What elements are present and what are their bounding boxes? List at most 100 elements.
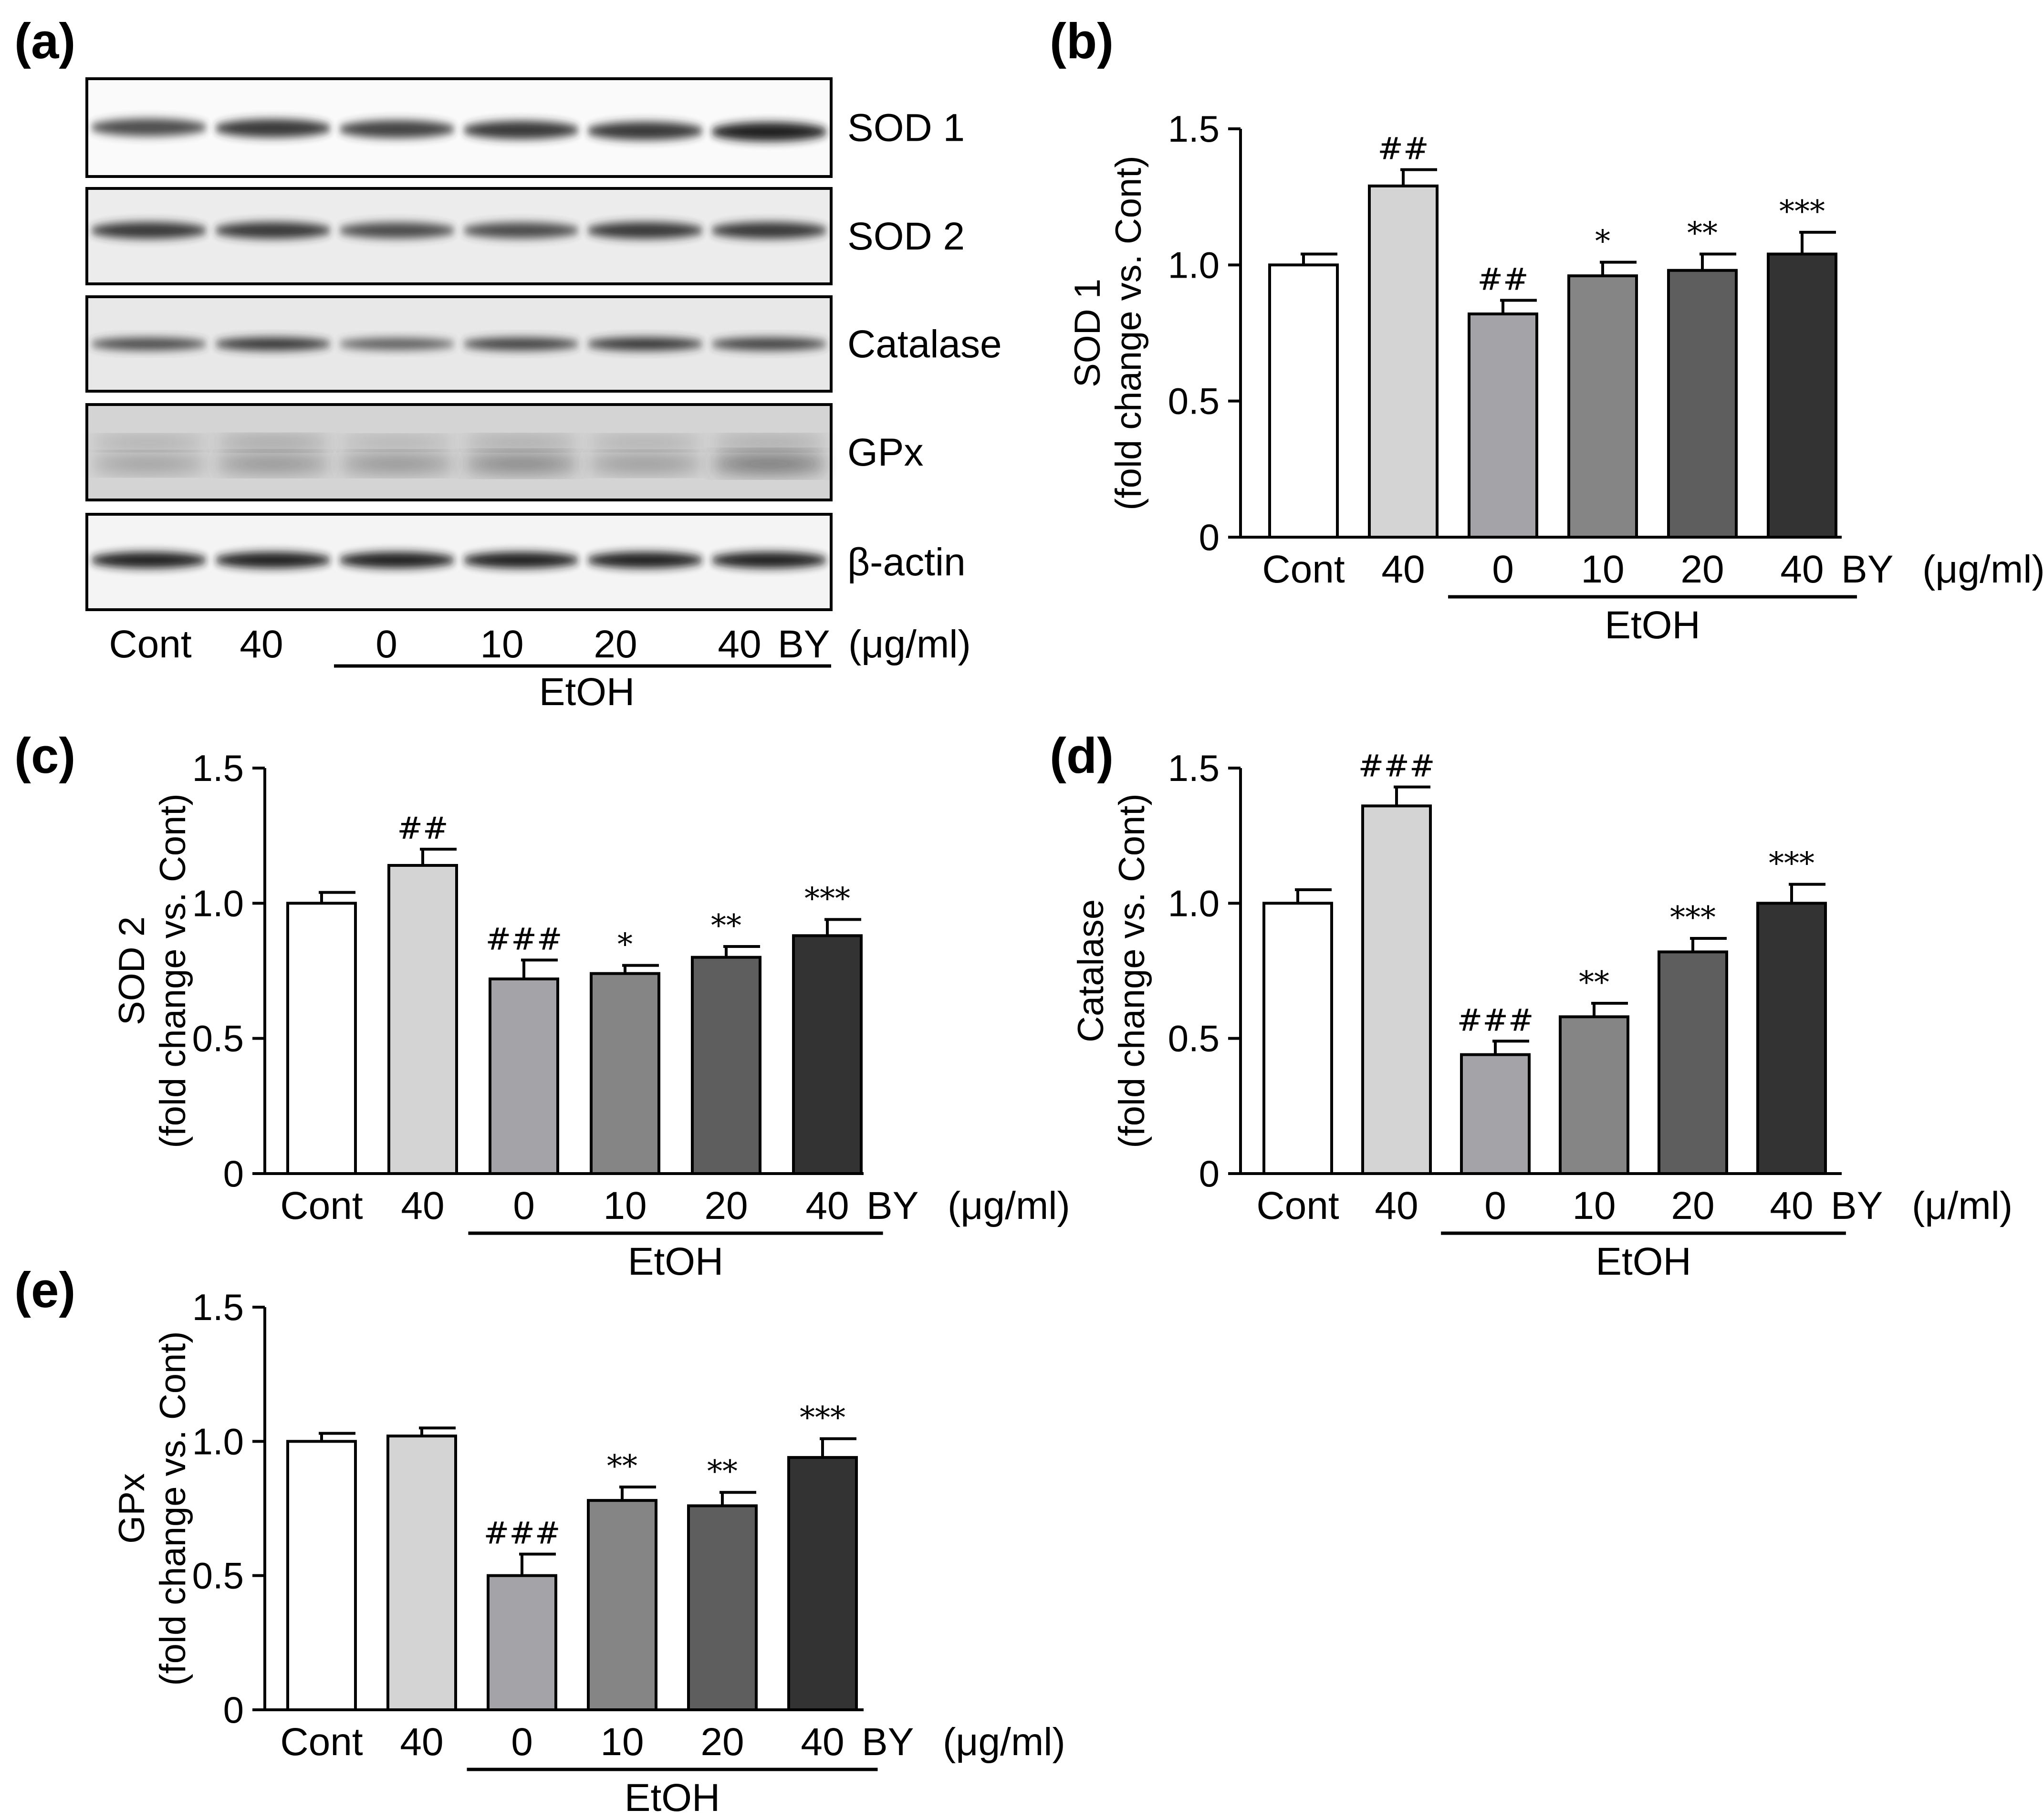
blot-band-label: β-actin: [847, 541, 966, 584]
panel-a-western-blot: (a) SOD 1 SOD 2 Catalase GPx β-actin Cont 40 0…: [14, 13, 1002, 714]
blot-lane-label: Cont: [109, 623, 191, 666]
blot-strip-border: [85, 513, 833, 611]
significance-mark: ***: [1769, 846, 1815, 882]
panel-d-catalase-chart: (d) 0 0.5 1.0 1.5 Catalase (fold change vs. C…: [1050, 728, 2013, 1283]
significance-mark: **: [607, 1449, 637, 1484]
blot-band: [338, 338, 456, 350]
blot-lane-suffix: BY: [778, 623, 830, 666]
blot-band: [338, 222, 456, 239]
blot-band: [462, 337, 580, 351]
y-tick-label: 0: [223, 1153, 244, 1195]
y-axis-label: Catalase: [1071, 899, 1111, 1042]
x-tick-label: Cont: [1262, 548, 1345, 591]
x-group-label: EtOH: [1596, 1240, 1691, 1283]
x-tick-label: 40: [1770, 1184, 1813, 1227]
blot-band: [90, 457, 208, 470]
blot-band: [710, 337, 828, 351]
bar: [792, 934, 863, 1175]
significance-mark: *: [1595, 224, 1610, 260]
blot-band: [90, 551, 208, 569]
blot-band: [586, 222, 704, 239]
blot-band: [462, 222, 580, 239]
panel-label-b: (b): [1050, 13, 1114, 69]
blot-band: [338, 457, 456, 470]
blot-band: [586, 337, 704, 351]
x-group-label: EtOH: [628, 1240, 723, 1283]
blot-band: [586, 551, 704, 569]
blot-strip-3: [85, 403, 833, 501]
x-category-suffix: BY: [1841, 548, 1893, 591]
x-tick-label: 40: [401, 1184, 444, 1227]
blot-strip-background: [87, 79, 831, 177]
blot-band: [462, 457, 580, 471]
significance-mark: **: [1579, 965, 1609, 1000]
chart-gpx: 0 0.5 1.0 1.5 GPx (fold change vs. Cont) Cont 4…: [112, 1286, 1065, 1820]
x-tick-label: 40: [801, 1720, 844, 1764]
x-tick-label: 0: [1484, 1184, 1506, 1227]
panel-label-d: (d): [1050, 728, 1114, 784]
significance-mark: ***: [804, 881, 850, 916]
y-axis-label-sub: (fold change vs. Cont): [153, 793, 193, 1148]
panel-e-gpx-chart: (e) 0 0.5 1.0 1.5 GPx (fold change vs. Cont) C…: [14, 1262, 1065, 1820]
y-tick-label: 1.5: [1168, 108, 1220, 150]
chart-catalase: 0 0.5 1.0 1.5 Catalase (fold change vs. Cont)…: [1071, 747, 2013, 1283]
blot-band: [338, 438, 456, 447]
blot-band: [710, 222, 828, 239]
bar: [590, 972, 660, 1175]
x-tick-label: 20: [1671, 1184, 1714, 1227]
blot-lane-label: 20: [594, 623, 637, 666]
blot-band: [214, 337, 332, 351]
bar: [1268, 263, 1339, 539]
significance-mark: **: [711, 908, 741, 944]
x-tick-label: 40: [1780, 548, 1824, 591]
blot-band: [90, 222, 208, 239]
blot-lane-label: 40: [240, 623, 283, 666]
bar: [1468, 312, 1538, 539]
bar: [286, 902, 357, 1175]
y-tick-label: 1.0: [1168, 244, 1220, 286]
bar: [787, 1456, 858, 1711]
bar: [489, 978, 559, 1175]
y-tick-label: 0.5: [192, 1555, 244, 1597]
x-tick-label: 20: [700, 1720, 744, 1764]
bar: [286, 1440, 357, 1711]
significance-mark: ##: [1477, 262, 1528, 298]
bar: [1658, 950, 1728, 1175]
significance-mark: ###: [484, 1516, 561, 1551]
bar: [1361, 804, 1432, 1175]
significance-mark: ***: [1779, 194, 1825, 229]
x-unit-label: (μ/ml): [1912, 1184, 2013, 1227]
x-tick-label: 0: [1492, 548, 1514, 591]
x-unit-label: (μg/ml): [943, 1720, 1065, 1764]
x-group-label: EtOH: [1605, 603, 1700, 647]
panel-label-a: (a): [14, 13, 75, 69]
y-axis-label-sub: (fold change vs. Cont): [1112, 793, 1152, 1148]
blot-band: [462, 438, 580, 447]
x-tick-label: Cont: [280, 1720, 363, 1764]
blot-band: [90, 438, 208, 447]
bar: [387, 864, 458, 1175]
chart-sod2: 0 0.5 1.0 1.5 SOD 2 (fold change vs. Cont) Con…: [112, 747, 1070, 1283]
x-tick-label: 40: [1381, 548, 1425, 591]
panel-label-e: (e): [14, 1262, 75, 1318]
blot-band: [586, 122, 704, 140]
panel-b-sod1-chart: (b) 0 0.5 1.0 1.5 SOD 1 (fold change vs. Cont…: [1050, 13, 2044, 647]
x-unit-label: (μg/ml): [948, 1184, 1070, 1227]
x-tick-label: 40: [1375, 1184, 1418, 1227]
blot-strip-4: [85, 513, 833, 611]
blot-band-labels: SOD 1 SOD 2 Catalase GPx β-actin: [847, 106, 1002, 584]
bar: [1756, 902, 1827, 1175]
bar: [1567, 274, 1638, 539]
significance-mark: ##: [397, 811, 448, 846]
significance-mark: **: [1687, 216, 1718, 251]
blot-lane-label: 40: [718, 623, 761, 666]
y-tick-label: 0: [1199, 516, 1220, 558]
significance-mark: ###: [486, 922, 563, 957]
x-tick-label: 10: [1581, 548, 1624, 591]
bar: [1460, 1053, 1531, 1175]
y-tick-label: 0: [223, 1689, 244, 1731]
bar: [386, 1435, 457, 1712]
blot-band-label: SOD 1: [847, 106, 965, 150]
x-tick-label: 10: [600, 1720, 644, 1764]
y-tick-label: 0.5: [1168, 1018, 1220, 1060]
